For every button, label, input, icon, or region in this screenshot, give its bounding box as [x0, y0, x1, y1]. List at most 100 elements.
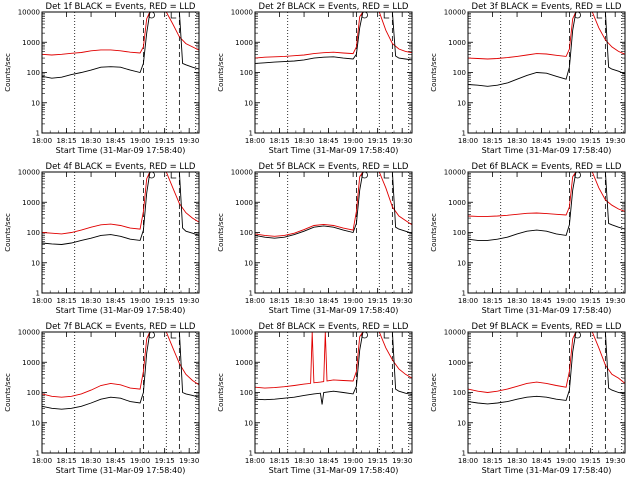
events-series-line [42, 332, 199, 410]
events-series-line [255, 12, 412, 64]
x-tick-label: 19:30 [605, 137, 625, 145]
y-tick-label: 1 [249, 290, 253, 298]
x-tick-label: 19:30 [392, 137, 412, 145]
y-axis-label: Counts/sec [4, 213, 12, 252]
x-axis-label: Start Time (31-Mar-09 17:58:40) [482, 306, 612, 315]
x-tick-label: 18:15 [269, 137, 289, 145]
y-tick-label: 10000 [444, 169, 466, 177]
interval-marker [170, 172, 177, 179]
x-tick-label: 18:00 [458, 457, 478, 465]
x-tick-label: 18:15 [482, 297, 502, 305]
y-tick-label: 1000 [22, 359, 40, 367]
y-tick-label: 100 [453, 69, 466, 77]
x-tick-label: 18:45 [532, 457, 552, 465]
lld-series-line [468, 12, 625, 60]
y-tick-label: 1000 [235, 199, 253, 207]
y-axis-label: Counts/sec [430, 53, 438, 92]
x-tick-label: 19:15 [581, 457, 601, 465]
panel-plot: Det 6f BLACK = Events, RED = LLD Counts/s… [430, 162, 626, 315]
lld-series-line [255, 332, 412, 389]
y-axis-label: Counts/sec [4, 53, 12, 92]
x-tick-label: 18:30 [294, 137, 314, 145]
x-tick-label: 19:15 [155, 297, 175, 305]
x-tick-label: 18:15 [56, 297, 76, 305]
x-tick-label: 18:00 [245, 457, 265, 465]
panel-plot: Det 1f BLACK = Events, RED = LLD Counts/s… [4, 2, 200, 155]
x-tick-label: 19:15 [368, 137, 388, 145]
interval-marker [383, 12, 390, 19]
y-tick-label: 10 [244, 419, 253, 427]
x-tick-label: 19:00 [556, 137, 576, 145]
detector-panel: Det 6f BLACK = Events, RED = LLD Counts/s… [426, 160, 640, 320]
y-tick-label: 10000 [231, 329, 253, 337]
y-axis-label: Counts/sec [4, 373, 12, 412]
x-tick-label: 19:00 [556, 297, 576, 305]
y-tick-label: 10000 [18, 329, 40, 337]
y-tick-label: 10000 [18, 9, 40, 17]
x-tick-label: 19:00 [556, 457, 576, 465]
panel-plot: Det 7f BLACK = Events, RED = LLD Counts/s… [4, 322, 200, 475]
lld-series-line [255, 172, 412, 237]
lld-series-line [42, 12, 199, 56]
events-series-line [468, 172, 625, 241]
events-series-line [42, 12, 199, 79]
x-tick-label: 18:15 [482, 457, 502, 465]
plot-frame [467, 331, 626, 454]
panel-title: Det 3f BLACK = Events, RED = LLD [472, 2, 622, 12]
y-tick-label: 1000 [22, 39, 40, 47]
x-tick-label: 18:15 [56, 137, 76, 145]
x-tick-label: 18:30 [294, 297, 314, 305]
y-tick-label: 10000 [231, 169, 253, 177]
x-tick-label: 18:45 [319, 457, 339, 465]
detector-panel: Det 3f BLACK = Events, RED = LLD Counts/s… [426, 0, 640, 160]
y-tick-label: 100 [27, 229, 40, 237]
y-tick-label: 10000 [444, 9, 466, 17]
y-axis-label: Counts/sec [217, 213, 225, 252]
detector-panel: Det 7f BLACK = Events, RED = LLD Counts/s… [0, 320, 214, 480]
panel-title: Det 1f BLACK = Events, RED = LLD [46, 2, 196, 12]
panel-plot: Det 4f BLACK = Events, RED = LLD Counts/s… [4, 162, 200, 315]
x-tick-label: 18:30 [507, 137, 527, 145]
y-tick-label: 1 [36, 130, 40, 138]
interval-marker [383, 332, 390, 339]
panel-title: Det 9f BLACK = Events, RED = LLD [472, 322, 622, 332]
plot-frame [254, 171, 413, 294]
x-tick-label: 19:15 [581, 297, 601, 305]
y-tick-label: 1 [462, 290, 466, 298]
y-tick-label: 100 [240, 229, 253, 237]
events-series-line [255, 172, 412, 239]
plot-frame [467, 11, 626, 134]
interval-marker [170, 332, 177, 339]
lld-series-line [468, 332, 625, 393]
y-tick-label: 10000 [444, 329, 466, 337]
interval-marker [596, 332, 603, 339]
x-tick-label: 18:45 [106, 297, 126, 305]
plot-frame [254, 11, 413, 134]
x-axis-label: Start Time (31-Mar-09 17:58:40) [56, 466, 186, 475]
y-tick-label: 100 [240, 389, 253, 397]
x-tick-label: 19:15 [155, 137, 175, 145]
x-axis-label: Start Time (31-Mar-09 17:58:40) [269, 306, 399, 315]
y-tick-label: 10 [244, 259, 253, 267]
x-tick-label: 18:30 [294, 457, 314, 465]
y-axis-label: Counts/sec [217, 53, 225, 92]
detector-panel: Det 8f BLACK = Events, RED = LLD Counts/s… [213, 320, 427, 480]
y-tick-label: 1 [462, 450, 466, 458]
x-tick-label: 19:15 [368, 457, 388, 465]
interval-marker [170, 12, 177, 19]
interval-marker [383, 172, 390, 179]
x-tick-label: 19:30 [179, 137, 199, 145]
x-tick-label: 18:00 [32, 457, 52, 465]
y-axis-label: Counts/sec [430, 373, 438, 412]
plot-frame [41, 331, 200, 454]
y-tick-label: 10 [31, 419, 40, 427]
x-tick-label: 18:00 [32, 297, 52, 305]
events-series-line [468, 12, 625, 87]
detector-panel: Det 1f BLACK = Events, RED = LLD Counts/s… [0, 0, 214, 160]
x-tick-label: 19:30 [179, 457, 199, 465]
y-tick-label: 10 [31, 99, 40, 107]
lld-series-line [255, 12, 412, 59]
x-axis-label: Start Time (31-Mar-09 17:58:40) [482, 146, 612, 155]
y-axis-label: Counts/sec [217, 373, 225, 412]
x-tick-label: 18:30 [81, 457, 101, 465]
